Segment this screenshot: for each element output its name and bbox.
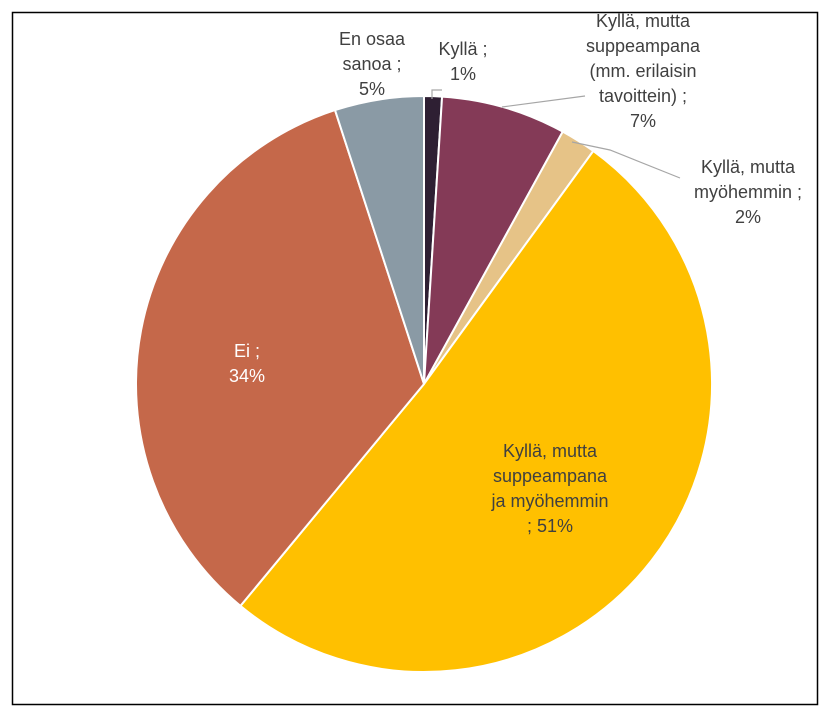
leader-line (571, 141, 681, 179)
data-label: Kyllä ; (438, 39, 487, 59)
data-label: 2% (735, 207, 761, 227)
data-label: tavoittein) ; (599, 86, 687, 106)
leader-line (431, 89, 442, 99)
data-label: suppeampana (586, 36, 701, 56)
leader-line (501, 95, 586, 108)
data-label: 7% (630, 111, 656, 131)
data-label: En osaa (339, 29, 406, 49)
data-label: (mm. erilaisin (589, 61, 696, 81)
pie-slice (239, 149, 713, 673)
pie-slice (333, 94, 425, 385)
data-label: 5% (359, 79, 385, 99)
data-label: Kyllä, mutta (503, 441, 598, 461)
data-label: 1% (450, 64, 476, 84)
data-label: sanoa ; (342, 54, 401, 74)
data-label: ; 51% (527, 516, 573, 536)
pie-slice (135, 108, 426, 608)
data-label: myöhemmin ; (694, 182, 802, 202)
data-label: Kyllä, mutta (596, 11, 691, 31)
data-label: suppeampana (493, 466, 608, 486)
pie-slice (423, 95, 565, 385)
data-label: Kyllä, mutta (701, 157, 796, 177)
data-label: 34% (229, 366, 265, 386)
data-label: ja myöhemmin (490, 491, 608, 511)
data-label: Ei ; (234, 341, 260, 361)
